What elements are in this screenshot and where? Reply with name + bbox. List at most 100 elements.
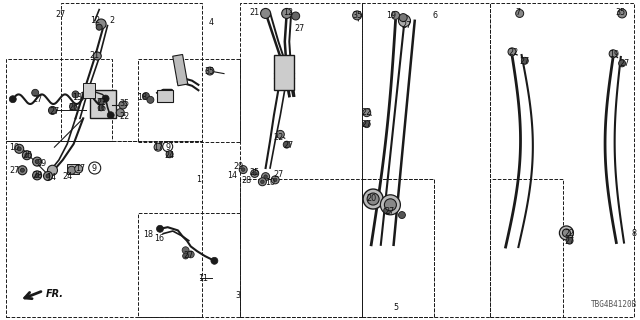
Circle shape — [276, 130, 284, 138]
Text: 35: 35 — [352, 12, 362, 20]
Bar — [6, 59, 112, 141]
Text: 22: 22 — [273, 133, 284, 142]
Circle shape — [251, 170, 259, 177]
Circle shape — [96, 19, 106, 29]
Bar — [6, 141, 202, 317]
Circle shape — [143, 92, 149, 100]
Circle shape — [15, 144, 24, 153]
Circle shape — [619, 60, 625, 67]
Circle shape — [44, 172, 52, 180]
Text: 12: 12 — [283, 8, 293, 17]
Circle shape — [96, 24, 102, 30]
Text: 27: 27 — [32, 95, 42, 104]
Circle shape — [154, 143, 162, 151]
Text: 28: 28 — [241, 176, 252, 185]
Text: 29: 29 — [36, 159, 47, 168]
Circle shape — [206, 67, 214, 75]
Circle shape — [284, 141, 290, 148]
Text: 12: 12 — [90, 16, 100, 25]
Text: 17: 17 — [153, 143, 163, 152]
Circle shape — [17, 147, 21, 151]
Text: 11: 11 — [198, 274, 209, 283]
Circle shape — [271, 176, 279, 184]
Circle shape — [33, 157, 42, 166]
Text: 22: 22 — [564, 229, 575, 238]
Text: 27: 27 — [49, 108, 60, 116]
Bar — [362, 179, 434, 317]
Bar — [240, 179, 362, 317]
Text: 35: 35 — [616, 8, 626, 17]
Circle shape — [166, 151, 173, 158]
Circle shape — [147, 96, 154, 103]
Text: 25: 25 — [250, 168, 260, 177]
Bar — [274, 55, 294, 90]
Circle shape — [239, 166, 247, 173]
Bar — [490, 3, 634, 317]
Text: 6: 6 — [433, 11, 438, 20]
Circle shape — [363, 189, 383, 209]
Text: 27: 27 — [273, 170, 284, 179]
Text: 24: 24 — [164, 151, 175, 160]
Text: 1: 1 — [196, 175, 201, 184]
Text: 27: 27 — [384, 207, 394, 216]
Bar — [67, 164, 79, 174]
Text: 7: 7 — [516, 8, 521, 17]
Circle shape — [25, 153, 29, 157]
Circle shape — [566, 237, 573, 244]
Circle shape — [392, 11, 399, 19]
Bar — [362, 179, 434, 317]
Circle shape — [253, 172, 257, 175]
Circle shape — [108, 112, 114, 119]
Circle shape — [260, 180, 264, 184]
Circle shape — [618, 9, 627, 18]
Circle shape — [20, 168, 24, 172]
Circle shape — [353, 11, 362, 20]
Circle shape — [399, 13, 407, 22]
Text: 22: 22 — [120, 112, 130, 121]
Circle shape — [182, 247, 189, 254]
Circle shape — [385, 199, 396, 211]
Circle shape — [260, 8, 271, 19]
Circle shape — [516, 9, 524, 17]
Text: 27: 27 — [9, 166, 19, 175]
Text: 19: 19 — [387, 11, 397, 20]
Text: 35: 35 — [120, 100, 130, 108]
Bar — [138, 59, 240, 142]
Circle shape — [157, 225, 163, 232]
Text: 13: 13 — [72, 93, 82, 102]
Text: 27: 27 — [564, 237, 575, 246]
Text: 23: 23 — [96, 98, 106, 107]
Circle shape — [273, 178, 277, 182]
Text: 26: 26 — [68, 103, 79, 112]
Circle shape — [18, 166, 27, 175]
Text: FR.: FR. — [46, 289, 64, 300]
Circle shape — [563, 229, 570, 237]
Bar — [83, 83, 95, 98]
Circle shape — [116, 108, 124, 116]
Circle shape — [367, 193, 379, 205]
Circle shape — [22, 151, 31, 160]
Text: 4: 4 — [209, 18, 214, 27]
Circle shape — [35, 173, 39, 177]
Circle shape — [292, 12, 300, 20]
Text: 18: 18 — [137, 93, 147, 102]
Circle shape — [102, 95, 109, 102]
Circle shape — [47, 165, 58, 175]
Text: 27: 27 — [401, 21, 412, 30]
Text: 21: 21 — [90, 52, 100, 60]
Circle shape — [609, 50, 617, 58]
Circle shape — [35, 160, 39, 164]
Circle shape — [32, 89, 38, 96]
Circle shape — [399, 212, 405, 219]
Bar — [490, 179, 563, 317]
Text: 14: 14 — [46, 173, 56, 182]
Bar — [173, 54, 188, 86]
Bar — [240, 3, 362, 317]
Circle shape — [364, 121, 370, 128]
Circle shape — [49, 106, 56, 114]
Text: 27: 27 — [56, 10, 66, 19]
Circle shape — [70, 103, 76, 110]
Circle shape — [68, 166, 76, 174]
Text: 18: 18 — [143, 230, 154, 239]
Circle shape — [188, 251, 194, 258]
